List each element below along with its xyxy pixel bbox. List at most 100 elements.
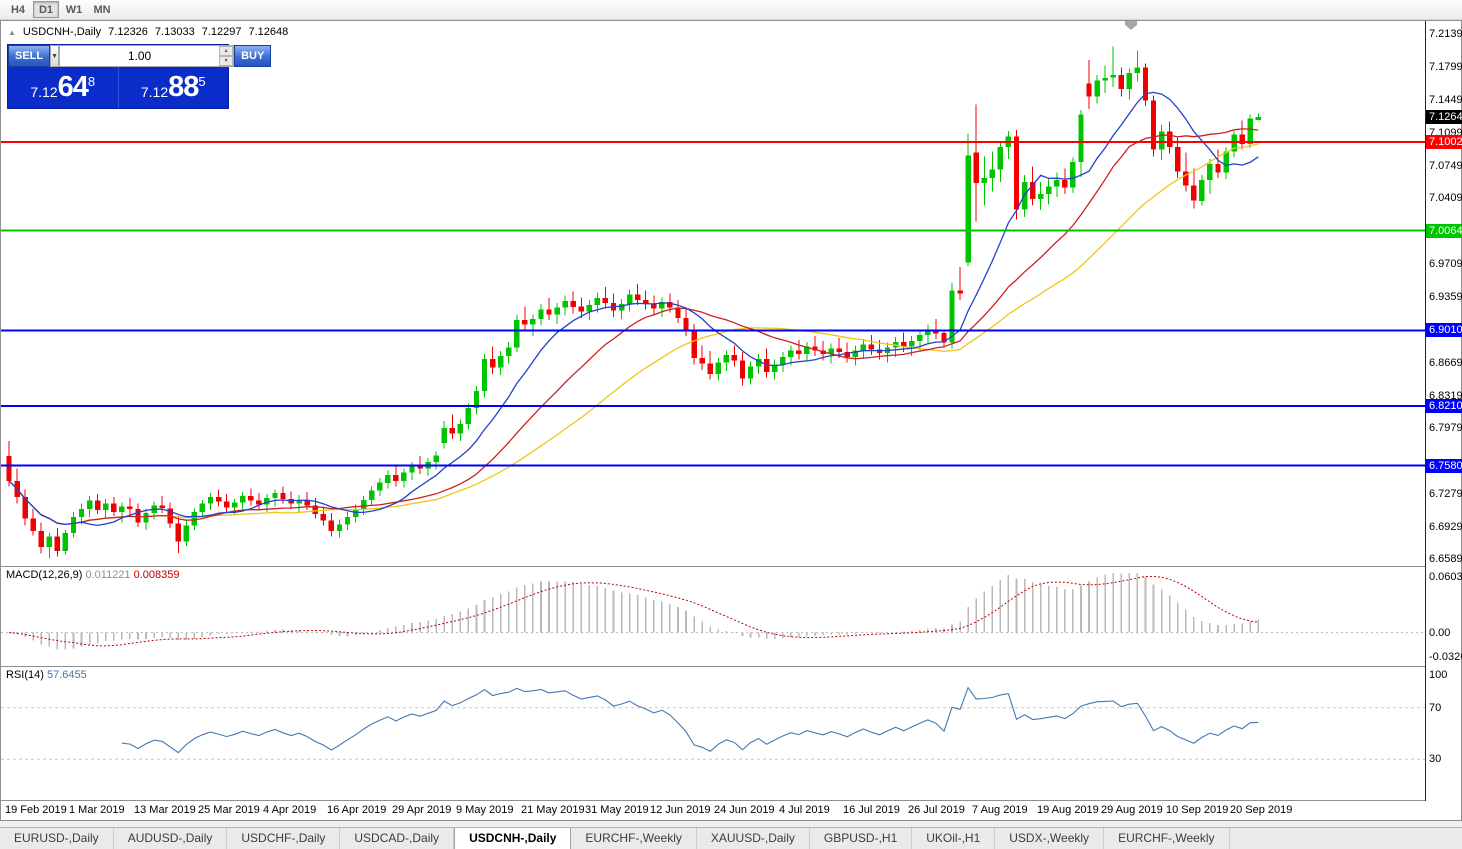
candle-body [562,301,568,308]
chart-tab-xauusd-daily[interactable]: XAUUSD-,Daily [697,828,810,849]
candle-body [1223,151,1229,173]
candle-body [481,358,488,391]
chart-tab-usdcad-daily[interactable]: USDCAD-,Daily [340,828,455,849]
volume-dropdown-button[interactable]: ▼ [50,45,60,67]
candle-body [433,455,439,462]
candle-body [1255,117,1261,121]
bottom-tabs-bar: EURUSD-,Daily AUDUSD-,Daily USDCHF-,Daily U… [0,827,1462,849]
candle-body [925,329,931,336]
timeframe-button-mn[interactable]: MN [89,1,115,18]
price-tick: 6.93590 [1429,291,1462,303]
candle-body [747,366,754,379]
pane-separator[interactable] [1,566,1462,567]
candle-body [409,465,415,473]
volume-increase-button[interactable]: ▲ [219,46,234,56]
timeframe-button-w1[interactable]: W1 [61,1,87,18]
pane-separator[interactable] [1,666,1462,667]
chart-symbol-label: USDCNH-,Daily [22,26,102,38]
sell-button[interactable]: SELL [8,45,51,67]
candle-body [6,456,12,481]
candle-body [522,320,528,325]
candle-body [191,512,198,526]
macd-axis-tick: 0.060317 [1429,571,1462,583]
chart-tab-audusd-daily[interactable]: AUDUSD-,Daily [114,828,228,849]
rsi-canvas[interactable] [1,667,1425,800]
candle-body [594,298,601,305]
candle-body [804,346,810,355]
macd-canvas[interactable] [1,567,1425,666]
chart-tab-eurchf-weekly[interactable]: EURCHF-,Weekly [571,828,697,849]
timeframe-button-h4[interactable]: H4 [5,1,31,18]
candle-body [38,531,44,548]
price-axis[interactable]: 7.213907.179907.144907.109907.074907.040… [1425,21,1462,801]
rsi-axis-tick: 100 [1429,669,1448,681]
candle-body [1166,131,1173,147]
buy-price-main: 88 [168,71,199,103]
price-tag-level-6.82103: 6.82103 [1426,399,1462,413]
time-tick: 12 Jun 2019 [650,804,711,816]
candle-body [731,355,738,361]
time-tick: 25 Mar 2019 [198,804,260,816]
volume-input[interactable] [60,46,220,66]
chart-shift-marker[interactable] [1125,21,1137,30]
candle-body [1231,134,1237,152]
chart-tab-usdchf-daily[interactable]: USDCHF-,Daily [227,828,341,849]
candle-body [586,304,592,312]
candle-body [441,427,447,443]
time-tick: 16 Jul 2019 [843,804,900,816]
candle-body [1062,180,1068,188]
candle-body [489,358,496,368]
rsi-axis-tick: 30 [1429,753,1442,765]
time-tick: 13 Mar 2019 [134,804,196,816]
candle-body [312,505,318,514]
candle-body [320,514,326,521]
price-tick: 6.72790 [1429,488,1462,500]
candle-body [457,424,464,434]
sell-price-prefix: 7.12 [30,83,58,100]
time-tick: 4 Apr 2019 [263,804,317,816]
candle-body [159,505,165,509]
macd-signal-line [8,575,1259,647]
price-tick: 7.21390 [1429,28,1462,40]
chart-tab-gbpusd-h1[interactable]: GBPUSD-,H1 [810,828,913,849]
buy-button[interactable]: BUY [234,45,272,67]
candle-body [86,500,93,510]
chart-tab-usdx-weekly[interactable]: USDX-,Weekly [995,828,1105,849]
price-tag-level-6.75804: 6.75804 [1426,459,1462,473]
chart-tab-eurusd-daily[interactable]: EURUSD-,Daily [0,828,114,849]
candle-body [989,169,995,179]
macd-pane: MACD(12,26,9) 0.011221 0.008359 [1,567,1425,666]
candle-body [304,499,310,506]
volume-decrease-button[interactable]: ▼ [219,56,234,66]
candle-body [675,307,681,319]
time-tick: 4 Jul 2019 [779,804,830,816]
candle-body [272,493,278,498]
rsi-line [121,686,1259,754]
candle-body [328,520,335,531]
chart-tab-ukoil-h1[interactable]: UKOil-,H1 [912,828,996,849]
candle-body [602,298,609,303]
candle-body [1126,73,1132,90]
chart-tab-eurchf-weekly[interactable]: EURCHF-,Weekly [1104,828,1230,849]
main-chart-canvas[interactable] [1,21,1425,566]
candle-body [772,364,778,373]
sell-price-display[interactable]: 7.12 64 8 [8,67,119,108]
trade-panel-collapse-icon[interactable]: ▲ [8,27,16,37]
candle-body [570,301,576,307]
time-axis[interactable]: 19 Feb 2019 1 Mar 2019 13 Mar 2019 25 Mar 2… [1,801,1425,820]
candle-body [981,178,987,183]
main-chart-pane: ▲ USDCNH-,Daily 7.12326 7.13033 7.12297 … [1,21,1425,566]
candle-body [377,482,383,491]
time-tick: 1 Mar 2019 [69,804,125,816]
macd-signal-value: 0.008359 [133,569,180,581]
time-tick: 26 Jul 2019 [908,804,965,816]
chart-tab-usdcnh-daily[interactable]: USDCNH-,Daily [454,828,572,849]
timeframe-button-d1[interactable]: D1 [33,1,59,18]
candle-body [30,518,36,531]
time-tick: 19 Feb 2019 [5,804,67,816]
candle-body [538,309,544,320]
rsi-label: RSI(14) 57.6455 [6,669,87,681]
candle-body [1175,146,1181,172]
buy-price-display[interactable]: 7.12 88 5 [119,67,229,108]
candle-body [135,509,141,523]
